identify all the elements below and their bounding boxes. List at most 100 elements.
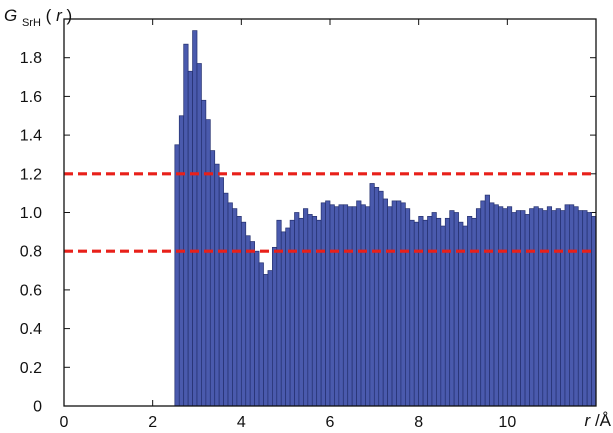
reference-lines — [64, 172, 596, 253]
y-axis-title-main: G — [4, 6, 17, 25]
histogram-bar — [511, 212, 517, 407]
y-axis-title-open: ( — [46, 6, 52, 25]
y-axis-title-var: r — [56, 6, 63, 25]
x-axis-tick-labels: 0 2 4 6 8 10 — [60, 414, 517, 431]
y-tick-label: 0.8 — [20, 244, 42, 261]
histogram-bar — [192, 30, 198, 407]
histogram-bar — [245, 235, 251, 407]
histogram-bar — [387, 206, 393, 407]
x-tick-label: 10 — [498, 414, 516, 431]
x-axis-title-unit: /Å — [595, 411, 612, 430]
histogram-bar — [489, 202, 495, 407]
histogram-bar — [183, 43, 189, 407]
histogram-bar — [303, 208, 309, 407]
y-tick-label: 0.2 — [20, 360, 42, 377]
x-tick-label: 0 — [60, 414, 69, 431]
histogram-bar — [294, 212, 300, 407]
y-tick-label: 1.6 — [20, 89, 42, 106]
histogram-bar — [555, 208, 561, 407]
y-axis-title: G SrH ( r ) — [4, 6, 72, 30]
histogram-bar — [400, 202, 406, 407]
histogram-bar — [453, 212, 459, 407]
histogram-bar — [378, 190, 384, 407]
histogram-bar — [573, 206, 579, 407]
y-tick-label: 1.2 — [20, 166, 42, 183]
histogram-bar — [289, 219, 295, 407]
histogram-bar — [506, 206, 513, 407]
x-axis-title-var: r — [585, 411, 592, 430]
histogram-bar — [560, 210, 566, 407]
histogram-bar — [591, 216, 597, 407]
histogram-bar — [418, 216, 424, 407]
histogram-bar — [373, 186, 380, 407]
histogram-bar — [431, 212, 437, 407]
histogram-bar — [214, 163, 220, 407]
histogram-bar — [280, 231, 287, 407]
histogram-bar — [462, 225, 468, 407]
histogram-bar — [391, 200, 397, 407]
y-tick-label: 1.4 — [20, 128, 42, 145]
x-tick-label: 8 — [414, 414, 423, 431]
y-tick-label: 0.4 — [20, 321, 42, 338]
x-tick-label: 6 — [326, 414, 335, 431]
histogram-bar — [201, 99, 207, 407]
histogram-bar — [365, 206, 371, 407]
y-axis-title-close: ) — [66, 6, 72, 25]
histogram-bar — [187, 70, 193, 407]
histogram-bar — [329, 204, 335, 407]
histogram-bar — [342, 204, 349, 407]
histogram-bar — [254, 250, 260, 407]
y-axis-title-subscript: SrH — [22, 17, 41, 29]
histogram-bar — [564, 204, 570, 407]
histogram-bar — [427, 216, 433, 407]
y-tick-label: 0 — [33, 399, 42, 416]
histogram-bar — [285, 227, 291, 407]
histogram-bar — [467, 216, 473, 407]
histogram-bar — [263, 274, 269, 407]
histogram-bar — [396, 200, 402, 407]
histogram-bar — [316, 219, 322, 407]
histogram-bar — [276, 219, 282, 407]
histogram-bar — [311, 216, 318, 407]
histogram-bar — [258, 262, 264, 407]
histogram-bar — [205, 119, 211, 407]
histogram-bar — [409, 219, 415, 407]
plot-frame — [63, 18, 597, 407]
histogram-bar — [502, 208, 508, 407]
histogram-bar — [533, 206, 539, 407]
histogram-bar — [484, 194, 490, 407]
histogram-bars — [174, 30, 597, 407]
histogram-bar — [586, 212, 592, 407]
histogram-bar — [529, 208, 535, 407]
histogram-bar — [542, 210, 548, 407]
histogram-bar — [360, 204, 366, 407]
histogram-bar — [551, 210, 557, 407]
histogram-bar — [338, 204, 344, 407]
histogram-bar — [493, 204, 499, 407]
x-axis-title: r /Å — [585, 411, 612, 430]
histogram-bar — [232, 208, 238, 407]
y-axis-tick-labels: 0 0.2 0.4 0.6 0.8 1.0 1.2 1.4 1.6 1.8 — [20, 50, 42, 415]
histogram-bar — [582, 210, 588, 407]
histogram-bar — [267, 270, 273, 407]
histogram-bar — [480, 200, 486, 407]
histogram-bar — [440, 225, 446, 407]
histogram-bar — [240, 221, 247, 407]
histogram-bar — [236, 216, 242, 407]
histogram-bar — [347, 206, 353, 407]
x-tick-label: 2 — [148, 414, 157, 431]
histogram-bar — [174, 144, 180, 407]
histogram-bar — [369, 183, 375, 407]
histogram-bar — [405, 208, 411, 407]
histogram-bar — [382, 198, 388, 407]
histogram-bar — [546, 206, 553, 407]
histogram-bar — [444, 217, 451, 407]
histogram-bar — [325, 200, 331, 407]
histogram-bar — [320, 202, 326, 407]
histogram-bar — [227, 202, 233, 407]
histogram-bar — [577, 210, 584, 407]
y-tick-label: 1.0 — [20, 205, 42, 222]
histogram-bar — [178, 115, 185, 407]
histogram-bar — [569, 204, 575, 407]
